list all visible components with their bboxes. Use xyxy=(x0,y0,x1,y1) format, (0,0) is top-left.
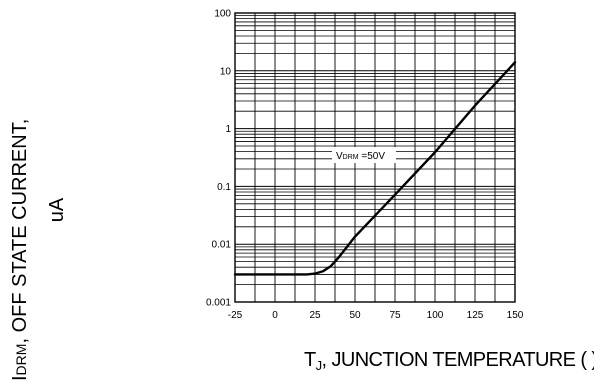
x-tick-labels: -25 0 25 50 75 100 125 150 xyxy=(228,310,524,321)
y-tick-labels: 100 10 1 0.1 0.01 0.001 xyxy=(206,9,231,309)
annotation-label: VDRM =50V xyxy=(336,151,385,162)
x-axis-label: TJ, JUNCTION TEMPERATURE ( ) xyxy=(304,349,594,373)
y-tick-label-3: 0.1 xyxy=(217,182,231,193)
annotation-prefix: V xyxy=(336,151,343,162)
y-axis-label-line2: uA xyxy=(46,197,68,222)
plot-frame xyxy=(234,12,516,303)
x-label-subscript: J xyxy=(316,358,322,373)
y-tick-label-1: 10 xyxy=(220,66,232,77)
y-tick-label-2: 1 xyxy=(225,124,231,135)
grid xyxy=(235,13,515,302)
x-tick-label-5: 100 xyxy=(427,310,444,321)
x-tick-label-6: 125 xyxy=(467,310,484,321)
x-tick-label-2: 25 xyxy=(309,310,321,321)
x-label-prefix: T xyxy=(304,349,316,371)
x-tick-label-3: 50 xyxy=(349,310,361,321)
annotation: VDRM =50V xyxy=(332,147,396,163)
y-tick-label-5: 0.001 xyxy=(206,298,231,309)
x-tick-label-0: -25 xyxy=(228,310,243,321)
y-axis-label-line1: IDRM, OFF STATE CURRENT, xyxy=(9,119,31,381)
annotation-background xyxy=(332,147,396,163)
y-label-prefix: I xyxy=(9,375,31,381)
y-label-subscript: DRM xyxy=(13,344,29,376)
x-tick-label-1: 0 xyxy=(272,310,278,321)
x-label-rest: , JUNCTION TEMPERATURE ( ) xyxy=(322,349,594,371)
x-tick-label-7: 150 xyxy=(507,310,524,321)
series-line xyxy=(233,61,517,276)
annotation-subscript: DRM xyxy=(343,154,359,161)
y-tick-label-4: 0.01 xyxy=(212,240,232,251)
annotation-rest: =50V xyxy=(359,151,386,162)
y-label-rest: , OFF STATE CURRENT, xyxy=(9,119,31,344)
y-tick-label-0: 100 xyxy=(214,9,231,20)
x-tick-label-4: 75 xyxy=(389,310,401,321)
